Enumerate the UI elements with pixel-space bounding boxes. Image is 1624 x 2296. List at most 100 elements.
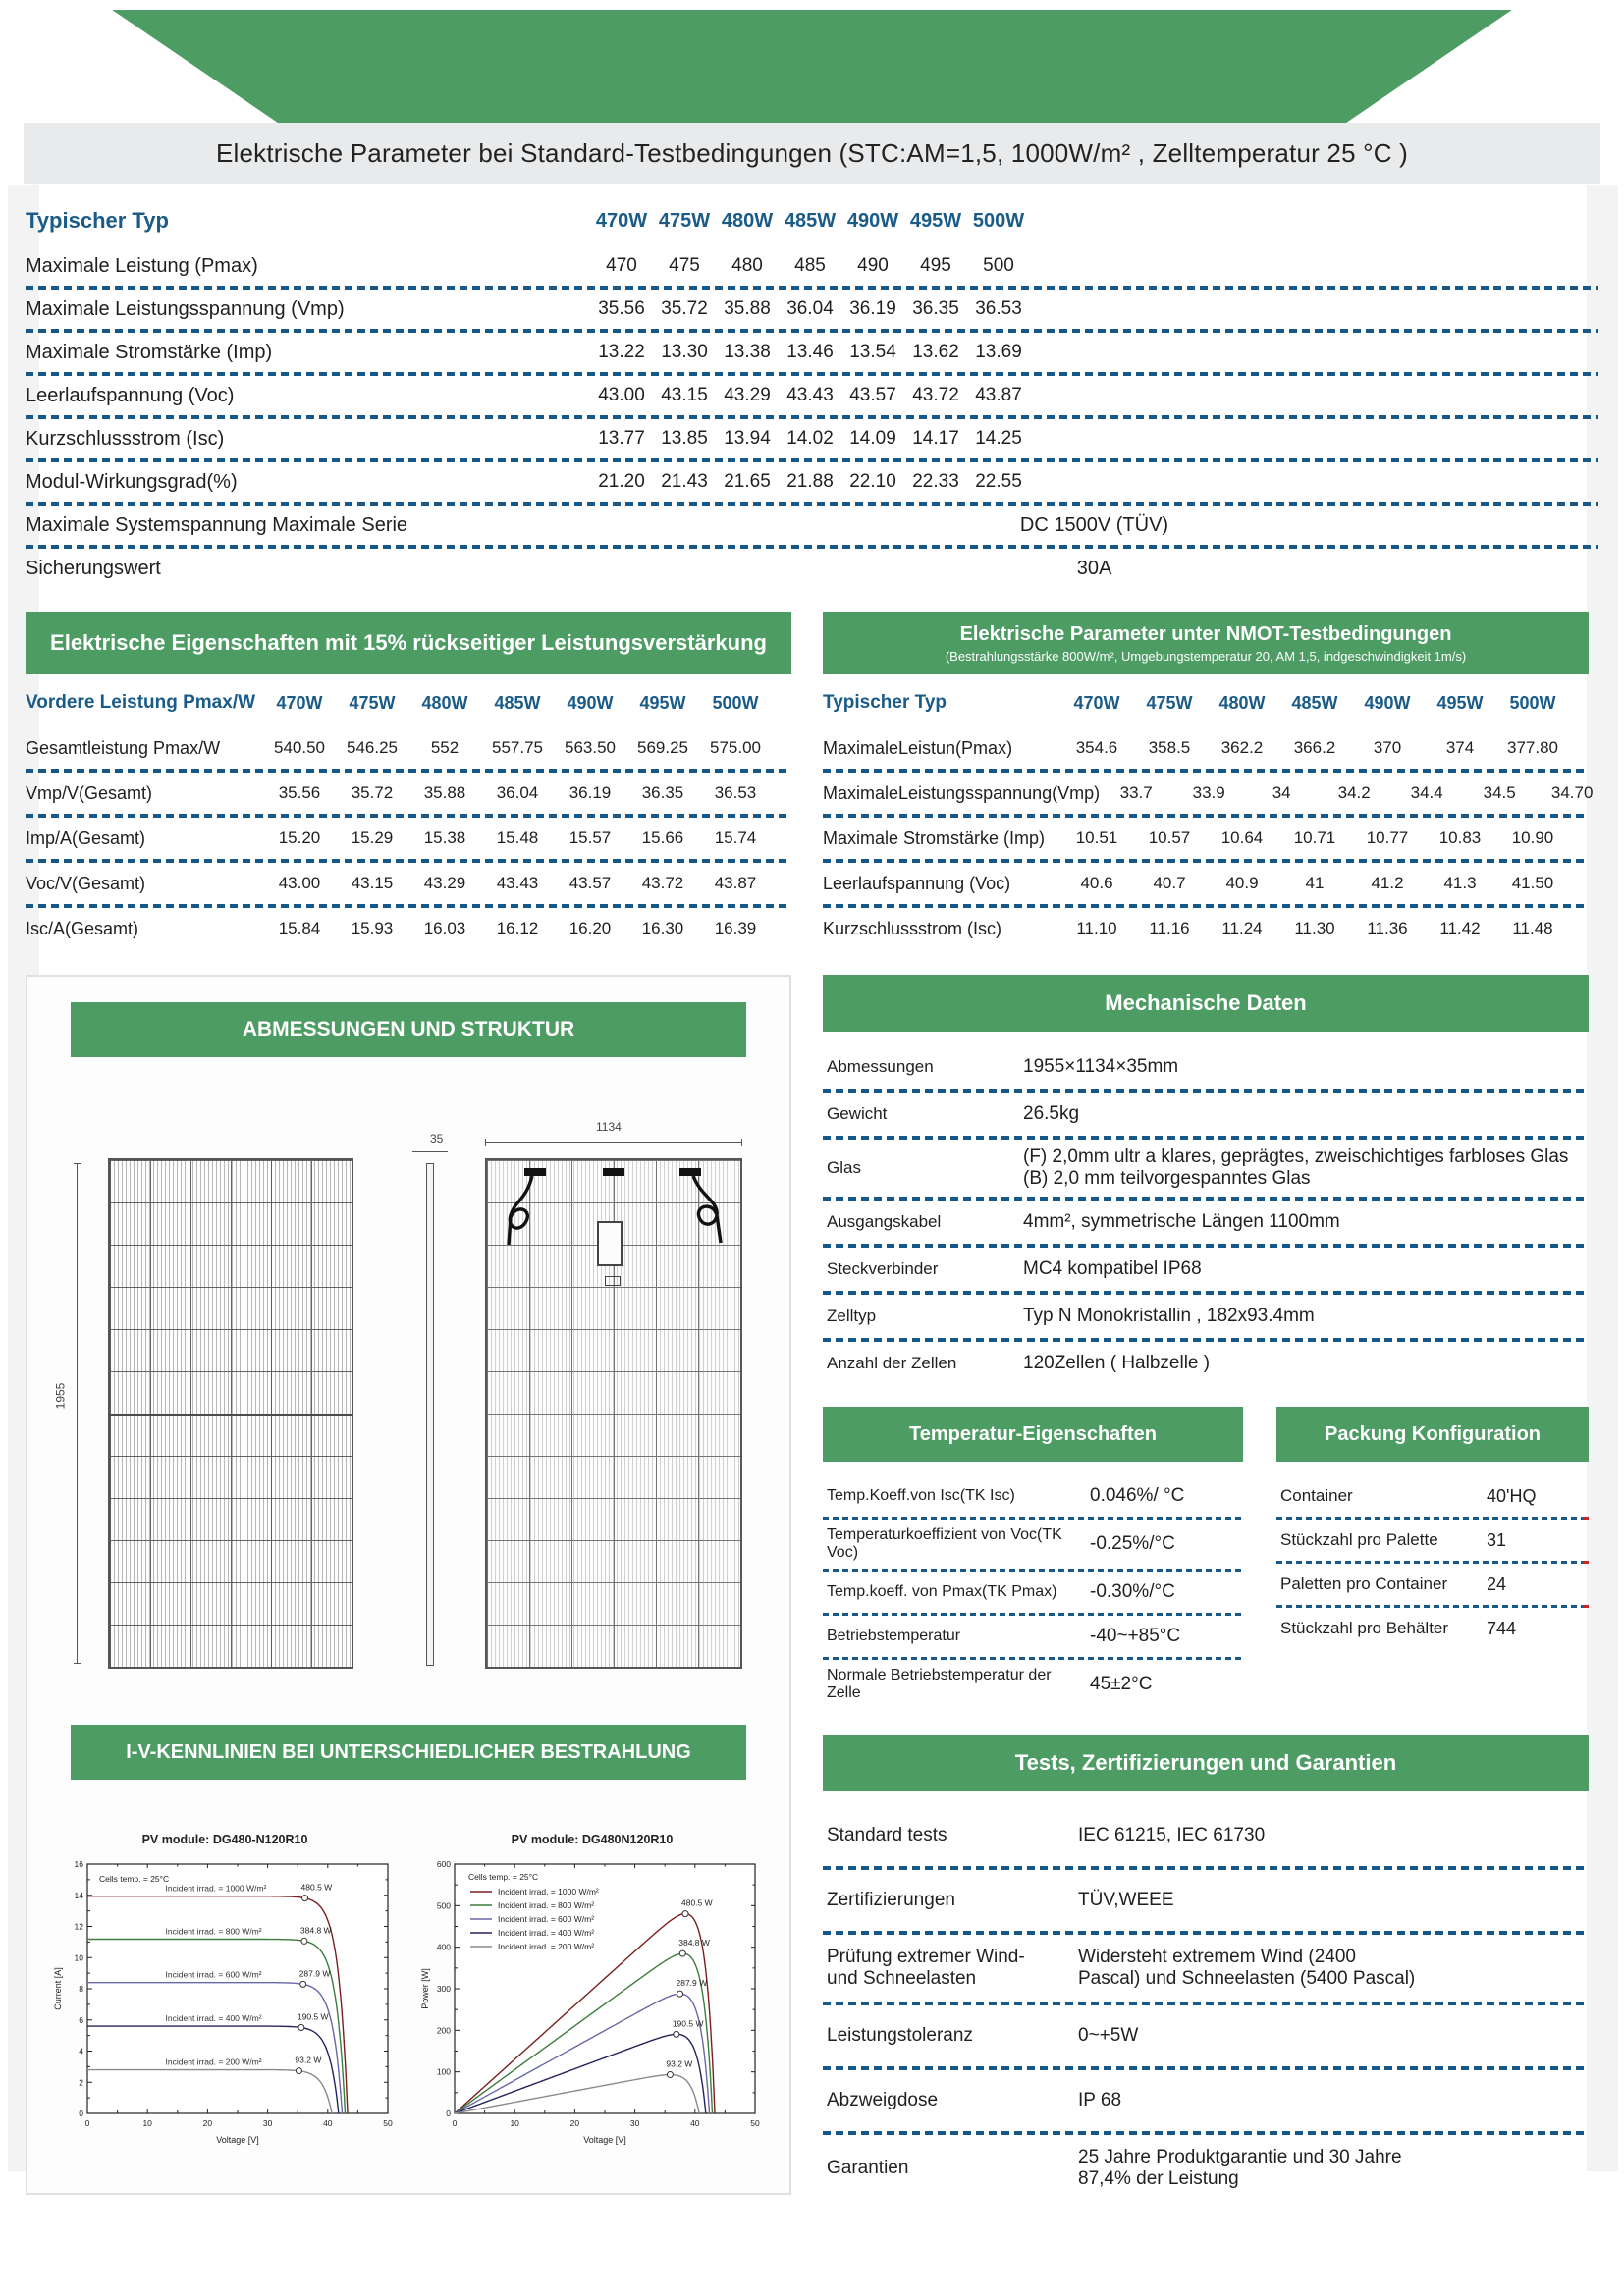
cell-value: 500: [983, 255, 1014, 276]
nmot-table: Typischer Typ 470W 475W 480W 485W 490W 495W 500…: [823, 678, 1593, 949]
cell-value: 36.53: [714, 783, 757, 802]
cell-value: 35.72: [351, 783, 394, 802]
cell-value: 15.29: [351, 828, 394, 847]
cell-value: 35.56: [278, 783, 321, 802]
row-label: Leerlaufspannung (Voc): [823, 873, 1011, 893]
cell-value: 36.19: [568, 783, 612, 802]
cell-value: 41.3: [1443, 874, 1477, 892]
svg-text:40: 40: [690, 2118, 700, 2128]
table-row: Kurzschlussstrom (Isc) 13.77 13.85 13.94 14.…: [26, 419, 1598, 458]
info-label: Temp.Koeff.von Isc(TK Isc): [827, 1487, 1015, 1504]
cells-temp-note: Cells temp. = 25°C: [99, 1874, 169, 1884]
legend-entry: Incident irrad. = 800 W/m²: [498, 1900, 594, 1910]
svg-text:2: 2: [79, 2077, 83, 2087]
info-row: Abmessungen 1955×1134×35mm: [823, 1045, 1589, 1089]
svg-text:40: 40: [323, 2118, 333, 2128]
svg-text:500: 500: [437, 1900, 451, 1910]
section-header-packing: Packung Konfiguration: [1276, 1407, 1589, 1462]
cell-value: 35.88: [724, 298, 771, 319]
section-header-backside-gain: Elektrische Eigenschaften mit 15% rückse…: [26, 612, 791, 674]
cell-value: 15.74: [714, 828, 757, 847]
series-label: Incident irrad. = 1000 W/m²: [166, 1884, 267, 1894]
cell-value-merged: 30A: [1076, 557, 1112, 579]
info-row: Zelltyp Typ N Monokristallin , 182x93.4mm: [823, 1295, 1589, 1338]
info-row: Temp.koeff. von Pmax(TK Pmax) -0.30%/°C: [823, 1572, 1243, 1613]
cell-value: 16.03: [423, 919, 466, 937]
column-header: 480W: [1218, 692, 1266, 713]
info-label: Stückzahl pro Palette: [1280, 1530, 1438, 1549]
svg-text:300: 300: [437, 1984, 451, 1994]
dimension-line-width: [485, 1139, 742, 1146]
column-header: 475W: [349, 692, 396, 713]
info-value: Widersteht extremem Wind (2400 Pascal) u…: [1078, 1947, 1416, 1989]
dimension-line-thickness: [412, 1151, 448, 1152]
cell-value: 490: [857, 255, 889, 276]
cell-value: 10.90: [1511, 828, 1554, 847]
info-label: Temperaturkoeffizient von Voc(TK Voc): [827, 1526, 1062, 1561]
mpp-label: 287.9 W: [299, 1968, 331, 1978]
section-title: Elektrische Parameter unter NMOT-Testbed…: [959, 622, 1452, 645]
cell-value: 11.16: [1149, 919, 1190, 937]
cell-value: 10.64: [1220, 828, 1264, 847]
cell-value: 354.6: [1075, 738, 1118, 757]
info-label: Leistungstoleranz: [827, 2025, 973, 2046]
cell-value: 374: [1445, 738, 1475, 757]
table-header-label: Vordere Leistung Pmax/W: [26, 692, 256, 713]
svg-text:0: 0: [79, 2109, 83, 2118]
svg-text:100: 100: [437, 2067, 451, 2077]
stc-parameter-table: Typischer Typ 470W 475W 480W 485W 490W 495W 500…: [26, 199, 1598, 588]
middle-tables-row: Elektrische Eigenschaften mit 15% rückse…: [26, 612, 1598, 949]
column-header: 470W: [1073, 692, 1120, 713]
info-label: Container: [1280, 1486, 1353, 1505]
cell-value: 16.30: [641, 919, 684, 937]
cell-value: 43.57: [568, 874, 612, 892]
section-header-tests: Tests, Zertifizierungen und Garantien: [823, 1735, 1589, 1791]
separator-line: [823, 814, 1589, 818]
info-value: 0.046%/ °C: [1090, 1485, 1185, 1506]
iv-chart-plot: 0 10 20 30 40 50 0 2 4 6 8 10 12 14 16 480.5 W Incident …: [50, 1852, 400, 2163]
table-row: Sicherungswert 30A: [26, 549, 1598, 588]
temperature-packing-row: Temperatur-Eigenschaften Temp.Koeff.von …: [823, 1407, 1589, 1709]
panel-front-view: [108, 1158, 353, 1669]
info-label: Gewicht: [827, 1104, 888, 1123]
y-axis-label: Current [A]: [53, 1967, 63, 2010]
mpp-marker: [298, 2024, 305, 2032]
cell-value: 11.42: [1439, 919, 1481, 937]
chart-title: PV module: DG480-N120R10: [141, 1833, 308, 1846]
nmot-section: Elektrische Parameter unter NMOT-Testbed…: [823, 612, 1593, 949]
info-label: Temp.koeff. von Pmax(TK Pmax): [827, 1583, 1057, 1600]
column-header: 485W: [1291, 692, 1338, 713]
info-row: Steckverbinder MC4 kompatibel IP68: [823, 1248, 1589, 1291]
svg-text:10: 10: [75, 1952, 84, 1962]
svg-text:10: 10: [142, 2118, 152, 2128]
table-row: Kurzschlussstrom (Isc) 11.10 11.16 11.24 11.…: [823, 908, 1589, 949]
cell-value: 14.02: [786, 428, 834, 449]
page-title-text: Elektrische Parameter bei Standard-Testb…: [215, 137, 1409, 168]
info-row: Garantien 25 Jahre Produktgarantie und 30…: [823, 2135, 1589, 2202]
info-row: Abzweigdose IP 68: [823, 2070, 1589, 2131]
cell-value: 15.38: [423, 828, 466, 847]
info-row: Gewicht 26.5kg: [823, 1093, 1589, 1136]
column-header: 500W: [972, 209, 1025, 232]
section-header-mechanical: Mechanische Daten: [823, 975, 1589, 1032]
row-label: Maximale Stromstärke (Imp): [26, 341, 273, 363]
info-row: Standard tests IEC 61215, IEC 61730: [823, 1805, 1589, 1866]
packing-section: Packung Konfiguration Container 40'HQ Stüc…: [1276, 1407, 1589, 1709]
cell-value: 40.6: [1080, 874, 1113, 892]
separator-line: [823, 1657, 1243, 1660]
info-value: 120Zellen ( Halbzelle ): [1023, 1353, 1211, 1373]
section-title: Packung Konfiguration: [1325, 1422, 1541, 1445]
cell-value: 43.43: [786, 385, 834, 405]
row-label: Voc/V(Gesamt): [26, 873, 146, 893]
cell-value: 11.30: [1294, 919, 1335, 937]
section-header-iv-curves: I-V-KENNLINIEN BEI UNTERSCHIEDLICHER BES…: [71, 1725, 746, 1780]
mpp-marker: [677, 1990, 684, 1998]
cell-value: 15.66: [641, 828, 684, 847]
cell-value: 41.2: [1371, 874, 1404, 892]
dimension-label-thickness: 35: [430, 1132, 444, 1146]
dimension-label-width: 1134: [596, 1120, 622, 1134]
cell-value: 13.54: [849, 342, 896, 362]
cell-value: 43.72: [912, 385, 959, 405]
curve-1000: [454, 1912, 716, 2114]
